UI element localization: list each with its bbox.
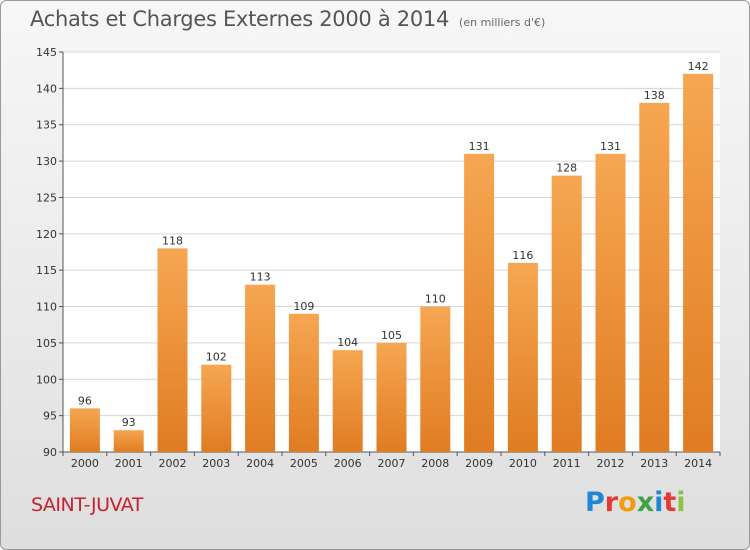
bar-2005 <box>288 313 319 452</box>
logo-letter: i <box>676 487 686 518</box>
bar-value-label: 105 <box>381 329 402 342</box>
x-tick-label: 2001 <box>115 457 143 470</box>
bar-2000 <box>69 408 100 452</box>
bar-2003 <box>201 364 232 452</box>
bar-value-label: 131 <box>600 140 621 153</box>
x-tick-label: 2009 <box>465 457 493 470</box>
bar-value-label: 110 <box>425 293 446 306</box>
x-tick-label: 2000 <box>71 457 99 470</box>
x-tick-label: 2012 <box>597 457 625 470</box>
logo-letter: x <box>636 487 655 518</box>
bar-value-label: 138 <box>644 89 665 102</box>
bar-2014 <box>683 73 714 453</box>
y-tick-label: 100 <box>36 373 57 386</box>
bar-value-label: 93 <box>122 416 136 429</box>
y-tick-label: 120 <box>36 228 57 241</box>
chart-subtitle: (en milliers d'€) <box>459 16 546 29</box>
logo-letter: o <box>618 487 637 518</box>
bar-value-label: 131 <box>469 140 490 153</box>
x-tick-label: 2002 <box>159 457 187 470</box>
bar-2011 <box>551 175 582 453</box>
bar-2002 <box>157 248 188 452</box>
bar-2007 <box>376 342 407 452</box>
commune-name: SAINT-JUVAT <box>31 494 143 516</box>
y-tick-label: 145 <box>36 46 57 59</box>
bar-2013 <box>639 102 670 452</box>
y-tick-label: 130 <box>36 155 57 168</box>
bar-value-label: 116 <box>512 249 533 262</box>
bar-2012 <box>595 153 626 452</box>
x-tick-label: 2003 <box>202 457 230 470</box>
y-tick-label: 90 <box>43 446 57 459</box>
bar-2008 <box>420 306 451 452</box>
y-tick-label: 140 <box>36 82 57 95</box>
x-tick-label: 2014 <box>684 457 712 470</box>
bar-value-label: 102 <box>206 351 227 364</box>
bar-2009 <box>464 153 495 452</box>
x-tick-label: 2010 <box>509 457 537 470</box>
bar-value-label: 118 <box>162 234 183 247</box>
bar-2004 <box>245 284 276 452</box>
bar-value-label: 109 <box>293 300 314 313</box>
x-tick-label: 2011 <box>553 457 581 470</box>
bar-2010 <box>507 262 538 452</box>
bar-value-label: 142 <box>688 60 709 73</box>
x-tick-label: 2006 <box>334 457 362 470</box>
x-tick-label: 2008 <box>421 457 449 470</box>
y-tick-label: 105 <box>36 337 57 350</box>
y-tick-label: 95 <box>43 410 57 423</box>
logo-letter: t <box>663 487 677 518</box>
bar-value-label: 113 <box>250 271 271 284</box>
y-tick-label: 110 <box>36 301 57 314</box>
x-tick-label: 2005 <box>290 457 318 470</box>
proxiti-logo: Proxiti <box>585 487 686 518</box>
x-tick-label: 2004 <box>246 457 274 470</box>
y-tick-label: 115 <box>36 264 57 277</box>
bar-2001 <box>113 430 144 452</box>
x-tick-label: 2013 <box>640 457 668 470</box>
chart-title-text: Achats et Charges Externes 2000 à 2014 <box>30 7 450 31</box>
y-tick-label: 135 <box>36 119 57 132</box>
bar-value-label: 96 <box>78 394 92 407</box>
logo-letter: i <box>654 487 664 518</box>
logo-letter: P <box>585 487 605 518</box>
chart-title: Achats et Charges Externes 2000 à 2014 (e… <box>30 7 545 31</box>
bar-value-label: 128 <box>556 162 577 175</box>
bar-value-label: 104 <box>337 336 358 349</box>
bar-2006 <box>332 350 363 452</box>
x-tick-label: 2007 <box>378 457 406 470</box>
logo-letter: r <box>604 487 619 518</box>
y-tick-label: 125 <box>36 191 57 204</box>
